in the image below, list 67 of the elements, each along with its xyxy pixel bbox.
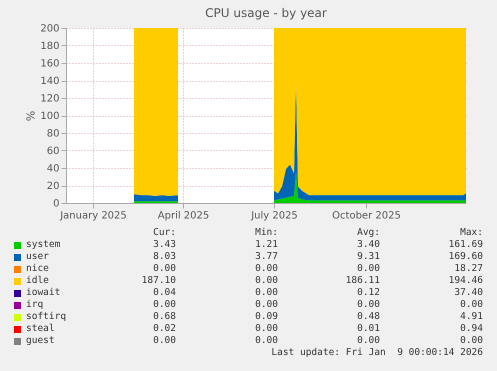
y-tick-label: 120 — [40, 94, 60, 104]
text: 0.00 — [255, 335, 278, 346]
text: 0.00 — [153, 335, 176, 346]
legend-label: idle — [26, 275, 49, 286]
text: 0.00 — [255, 323, 278, 334]
text: 3.77 — [255, 251, 278, 262]
legend-label: user — [26, 251, 49, 262]
text: 3.43 — [153, 239, 176, 250]
y-tick-label: 20 — [46, 181, 60, 192]
legend-label: steal — [26, 323, 55, 334]
text: 0.12 — [357, 287, 380, 298]
text: Last update: Fri Jan 9 00:00:14 2026 — [271, 347, 483, 358]
legend-label: guest — [26, 335, 55, 346]
text: 4.91 — [460, 311, 483, 322]
text: 8.03 — [153, 251, 176, 262]
text: 0.00 — [357, 335, 380, 346]
legend-label: nice — [26, 263, 49, 274]
text: 0.00 — [255, 287, 278, 298]
y-tick-label: 60 — [46, 146, 60, 157]
y-tick-label: 200 — [40, 24, 60, 34]
text: Avg: — [357, 227, 380, 238]
y-tick-label: 40 — [46, 164, 60, 174]
text: Max: — [460, 227, 483, 238]
text: 37.40 — [454, 287, 483, 298]
text: 0.68 — [153, 311, 176, 322]
text: 0.01 — [357, 323, 380, 334]
x-tick-label: April 2025 — [158, 210, 210, 222]
text: 0.00 — [153, 263, 176, 274]
text: 18.27 — [454, 263, 483, 274]
y-tick-label: 160 — [40, 58, 60, 70]
legend-label: iowait — [26, 287, 60, 298]
text: 9.31 — [357, 251, 380, 262]
x-tick-label: July 2025 — [250, 210, 298, 222]
legend-label: softirq — [26, 311, 66, 322]
y-tick-label: 180 — [40, 41, 60, 52]
text: 0.04 — [153, 287, 176, 298]
text: 0.00 — [255, 275, 278, 286]
text: 0.02 — [153, 323, 176, 334]
text: 0.00 — [460, 299, 483, 310]
text: 187.10 — [142, 275, 176, 286]
text: 0.00 — [357, 299, 380, 310]
y-tick-label: 140 — [40, 76, 60, 87]
text: 0.00 — [255, 263, 278, 274]
text: 194.46 — [448, 275, 483, 286]
text: 3.40 — [357, 239, 380, 250]
text: 186.11 — [346, 275, 380, 286]
text: 0.94 — [460, 323, 483, 334]
chart-title: CPU usage - by year — [205, 6, 327, 20]
text: 1.21 — [255, 239, 278, 250]
y-tick-label: 0 — [53, 198, 60, 210]
text: 0.00 — [357, 263, 380, 274]
text: 0.00 — [153, 299, 176, 310]
y-tick-label: 80 — [46, 128, 60, 140]
x-tick-label: January 2025 — [59, 210, 127, 222]
text: Min: — [255, 227, 278, 238]
text: 0.00 — [460, 335, 483, 346]
legend-label: irq — [26, 299, 44, 310]
legend-label: system — [26, 239, 60, 250]
y-axis-title: % — [24, 110, 38, 122]
text: 0.09 — [255, 311, 278, 322]
text: Cur: — [153, 227, 176, 238]
text: 169.60 — [448, 251, 483, 262]
text: 161.69 — [448, 239, 483, 250]
text: 0.48 — [357, 311, 380, 322]
x-tick-label: October 2025 — [332, 210, 401, 222]
y-tick-label: 100 — [40, 111, 60, 122]
text: 0.00 — [255, 299, 278, 310]
